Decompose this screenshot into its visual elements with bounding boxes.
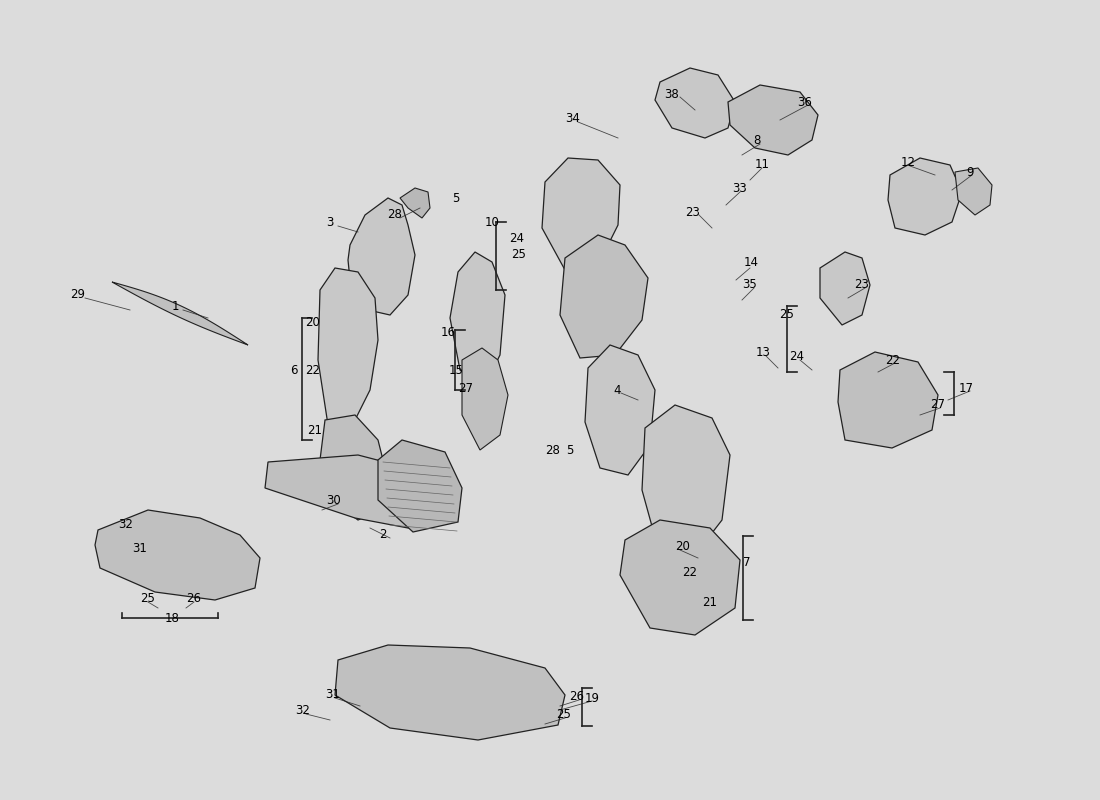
Text: 36: 36 (798, 95, 813, 109)
Polygon shape (542, 158, 620, 270)
Text: 26: 26 (187, 591, 201, 605)
Text: 5: 5 (566, 443, 574, 457)
Text: 34: 34 (565, 111, 581, 125)
Text: 4: 4 (614, 383, 620, 397)
Text: 26: 26 (570, 690, 584, 703)
Text: 5: 5 (452, 191, 460, 205)
Text: 27: 27 (931, 398, 946, 411)
Text: 21: 21 (308, 423, 322, 437)
Polygon shape (348, 198, 415, 315)
Polygon shape (560, 235, 648, 358)
Polygon shape (642, 405, 730, 555)
Text: 14: 14 (744, 257, 759, 270)
Text: 24: 24 (509, 231, 525, 245)
Text: 12: 12 (901, 157, 915, 170)
Text: 11: 11 (755, 158, 770, 170)
Text: 22: 22 (306, 363, 320, 377)
Polygon shape (820, 252, 870, 325)
Text: 18: 18 (165, 611, 179, 625)
Text: 31: 31 (133, 542, 147, 554)
Text: 7: 7 (744, 555, 750, 569)
Text: 22: 22 (886, 354, 901, 366)
Text: 30: 30 (327, 494, 341, 506)
Text: 17: 17 (958, 382, 974, 394)
Text: 3: 3 (327, 215, 333, 229)
Text: 25: 25 (557, 707, 571, 721)
Polygon shape (888, 158, 962, 235)
Text: 20: 20 (306, 315, 320, 329)
Polygon shape (378, 440, 462, 532)
Text: 13: 13 (756, 346, 770, 358)
Polygon shape (112, 282, 248, 345)
Polygon shape (265, 455, 440, 528)
Text: 16: 16 (440, 326, 455, 339)
Text: 38: 38 (664, 87, 680, 101)
Polygon shape (320, 415, 388, 520)
Text: 32: 32 (296, 703, 310, 717)
Polygon shape (838, 352, 938, 448)
Polygon shape (620, 520, 740, 635)
Text: 25: 25 (780, 309, 794, 322)
Text: 29: 29 (70, 289, 86, 302)
Text: 19: 19 (584, 691, 600, 705)
Text: 2: 2 (379, 529, 387, 542)
Text: 10: 10 (485, 215, 499, 229)
Text: 28: 28 (546, 443, 560, 457)
Text: 6: 6 (290, 363, 298, 377)
Text: 24: 24 (790, 350, 804, 362)
Text: 15: 15 (449, 363, 463, 377)
Text: 23: 23 (855, 278, 869, 291)
Polygon shape (728, 85, 818, 155)
Text: 28: 28 (387, 209, 403, 222)
Polygon shape (400, 188, 430, 218)
Text: 25: 25 (512, 249, 527, 262)
Text: 33: 33 (733, 182, 747, 194)
Text: 8: 8 (754, 134, 761, 146)
Text: 21: 21 (703, 595, 717, 609)
Text: 20: 20 (675, 539, 691, 553)
Polygon shape (462, 348, 508, 450)
Polygon shape (450, 252, 505, 385)
Polygon shape (654, 68, 735, 138)
Polygon shape (585, 345, 654, 475)
Polygon shape (318, 268, 378, 430)
Text: 35: 35 (742, 278, 758, 291)
Text: 25: 25 (141, 591, 155, 605)
Text: 27: 27 (459, 382, 473, 394)
Polygon shape (336, 645, 565, 740)
Polygon shape (955, 168, 992, 215)
Text: 22: 22 (682, 566, 697, 578)
Text: 32: 32 (119, 518, 133, 531)
Text: 9: 9 (966, 166, 974, 178)
Polygon shape (95, 510, 260, 600)
Text: 1: 1 (172, 301, 178, 314)
Text: 31: 31 (326, 687, 340, 701)
Text: 23: 23 (685, 206, 701, 218)
